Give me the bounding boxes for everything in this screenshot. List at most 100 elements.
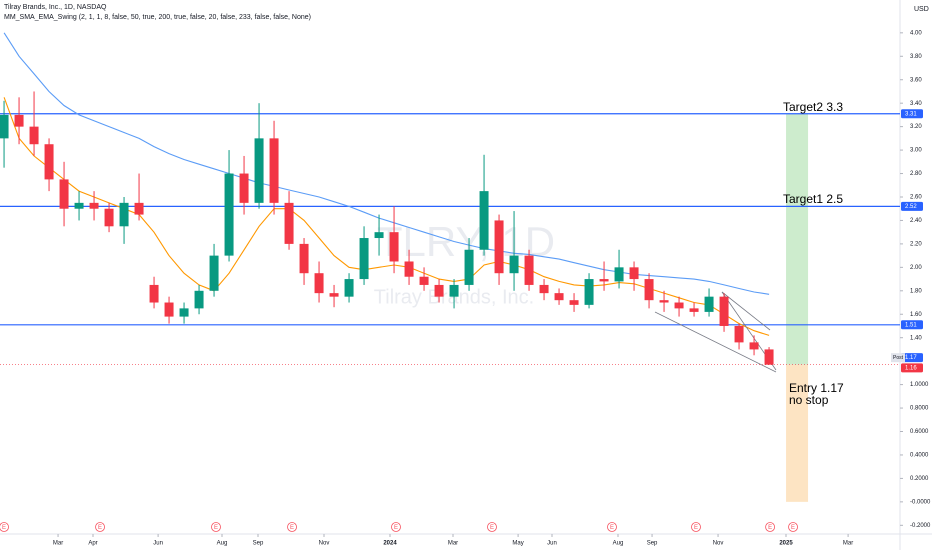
y-tick-label: 0.4000	[910, 453, 929, 459]
y-tick-label: 2.60	[910, 195, 922, 201]
trend-line	[721, 291, 771, 331]
y-tick-label: 1.60	[910, 312, 922, 318]
candle-body	[239, 173, 249, 203]
y-tick-label: 3.20	[910, 124, 922, 130]
y-tick-label: 0.2000	[910, 476, 929, 482]
candle-body	[689, 308, 699, 312]
candle-body	[629, 267, 639, 280]
x-tick-label: Jun	[547, 541, 557, 547]
candle-body	[224, 173, 234, 256]
y-tick-label: 4.00	[910, 30, 922, 36]
candle-body	[164, 302, 174, 317]
event-label: E	[2, 525, 6, 531]
price-tag	[901, 363, 923, 373]
candle-body	[329, 293, 339, 297]
candle-body	[494, 220, 504, 274]
event-marker	[487, 522, 497, 532]
candle-body	[524, 255, 534, 285]
candle-body	[674, 302, 684, 309]
x-tick-label: Sep	[647, 541, 658, 547]
y-tick-label: 0.6000	[910, 429, 929, 435]
y-tick-label: -0.0000	[910, 499, 931, 505]
event-marker	[788, 522, 798, 532]
y-tick-label: 1.40	[910, 335, 922, 341]
y-tick-label: 2.80	[910, 171, 922, 177]
event-label: E	[694, 525, 698, 531]
x-tick-label: Sep	[253, 541, 264, 547]
candle-body	[179, 308, 189, 317]
candle-body	[449, 284, 459, 297]
x-tick-label: 2024	[383, 541, 397, 547]
candle-body	[119, 202, 129, 227]
event-label: E	[214, 525, 218, 531]
x-tick-label: Apr	[88, 541, 97, 547]
event-marker	[211, 522, 221, 532]
event-marker	[287, 522, 297, 532]
candle-body	[584, 279, 594, 305]
candle-body	[509, 255, 519, 274]
event-marker	[765, 522, 775, 532]
level-tag-label: 3.31	[905, 111, 917, 117]
candle-body	[614, 267, 624, 282]
level-tag	[901, 109, 923, 119]
candle-body	[359, 238, 369, 280]
y-tick-label: 3.80	[910, 54, 922, 60]
level-tag	[901, 320, 923, 330]
candle-body	[419, 276, 429, 285]
candle-body	[104, 208, 114, 227]
x-tick-label: May	[512, 541, 523, 547]
event-marker	[691, 522, 701, 532]
candle-body	[554, 293, 564, 301]
candle-body	[194, 290, 204, 309]
y-tick-label: -0.2000	[910, 523, 931, 529]
x-tick-label: Mar	[53, 541, 63, 547]
event-marker	[95, 522, 105, 532]
candle-body	[209, 255, 219, 291]
moving-average	[3, 32, 770, 295]
candle-body	[0, 114, 9, 139]
event-label: E	[768, 525, 772, 531]
event-label: E	[490, 525, 494, 531]
trend-line	[654, 311, 777, 373]
event-label: E	[610, 525, 614, 531]
candle-body	[14, 114, 24, 127]
candle-body	[464, 249, 474, 285]
candle-body	[344, 279, 354, 297]
price-tag-label: 1.17	[905, 355, 917, 361]
x-tick-label: Jun	[153, 541, 163, 547]
candle-body	[134, 202, 144, 215]
candle-body	[149, 284, 159, 303]
y-tick-label: 1.0000	[910, 382, 929, 388]
x-tick-label: Aug	[613, 541, 624, 547]
event-label: E	[394, 525, 398, 531]
candle-body	[284, 202, 294, 244]
candle-body	[719, 296, 729, 326]
indicator-label: MM_SMA_EMA_Swing (2, 1, 1, 8, false, 50,…	[4, 14, 311, 21]
price-tag-label: 1.16	[905, 365, 917, 371]
event-marker	[0, 522, 9, 532]
x-tick-label: Mar	[843, 541, 853, 547]
candle-body	[434, 284, 444, 297]
candle-body	[764, 349, 774, 365]
event-marker	[607, 522, 617, 532]
candle-body	[704, 296, 714, 312]
candle-body	[644, 279, 654, 301]
target-zone	[786, 113, 809, 365]
annotation: Target2 3.3	[783, 100, 843, 114]
candle-body	[734, 325, 744, 343]
y-tick-label: 0.8000	[910, 406, 929, 412]
y-tick-label: 3.00	[910, 148, 922, 154]
candle-body	[659, 300, 669, 303]
stop-zone	[786, 364, 809, 502]
level-tag-label: 1.51	[905, 322, 917, 328]
candle-body	[269, 138, 279, 203]
candle-body	[539, 284, 549, 294]
annotation: Target1 2.5	[783, 192, 843, 206]
chart-title: Tilray Brands, Inc., 1D, NASDAQ	[4, 4, 107, 11]
x-tick-label: 2025	[779, 541, 793, 547]
candle-body	[479, 191, 489, 250]
x-tick-label: Nov	[319, 541, 330, 547]
candle-body	[599, 279, 609, 282]
currency: USD	[914, 6, 929, 13]
